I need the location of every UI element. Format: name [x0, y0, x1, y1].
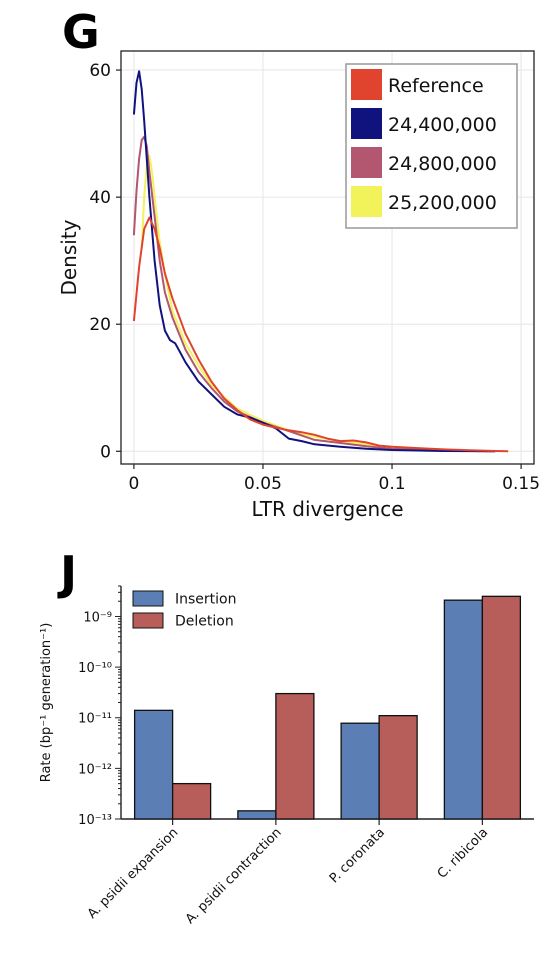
panel-label: J	[57, 546, 77, 600]
legend-entry: Deletion	[175, 614, 234, 630]
legend-entry: 24,400,000	[388, 114, 497, 136]
y-tick-label: 10⁻¹²	[78, 762, 112, 777]
bar	[443, 599, 484, 820]
x-tick-label: 0.15	[502, 474, 540, 494]
legend-swatch	[351, 186, 382, 217]
y-tick-label: 20	[89, 315, 111, 335]
bar	[237, 810, 277, 820]
bar	[378, 714, 418, 820]
bar	[275, 692, 315, 820]
y-tick-label: 10⁻¹¹	[78, 712, 112, 727]
x-tick-label: A. psidii contraction	[183, 825, 285, 927]
x-tick-label: 0.1	[379, 474, 406, 494]
legend-entry: 25,200,000	[388, 192, 497, 214]
y-tick-label: 10⁻¹³	[78, 813, 112, 828]
x-tick-label: 0	[128, 474, 139, 494]
bar-chart: J 10⁻¹³ 10⁻¹² 10⁻¹¹ 10⁻¹⁰ 10⁻⁹ Rate (bp⁻¹ gene…	[39, 546, 534, 927]
x-tick-label: C. ribicola	[435, 825, 491, 881]
legend-swatch	[351, 108, 382, 139]
y-tick-label: 40	[89, 188, 111, 208]
panel-label: G	[62, 5, 100, 59]
series-line	[132, 216, 509, 453]
density-chart: G 0 0.05 0.1 0.15 0 20 40 60 LTR divergence Densit…	[57, 5, 540, 521]
legend-entry: 24,800,000	[388, 153, 497, 175]
x-axis-label: LTR divergence	[251, 497, 403, 521]
x-tick-label: A. psidii expansion	[85, 825, 182, 922]
bar	[133, 709, 174, 820]
legend-entry: Insertion	[175, 592, 236, 608]
y-tick-label: 10⁻¹⁰	[78, 661, 112, 676]
bar	[481, 595, 522, 820]
y-axis-label: Density	[57, 219, 81, 295]
legend-entry: Reference	[388, 75, 484, 97]
y-tick-label: 0	[100, 442, 111, 462]
series-line	[132, 135, 496, 453]
legend: Reference 24,400,000 24,800,000 25,200,000	[345, 63, 518, 229]
y-tick-label: 60	[89, 61, 111, 81]
series-line	[140, 154, 496, 453]
series-line	[132, 70, 496, 453]
legend: Insertion Deletion	[132, 590, 236, 630]
bar	[340, 722, 380, 820]
x-tick-label: P. coronata	[327, 825, 388, 886]
bar	[171, 782, 212, 820]
y-axis-label: Rate (bp⁻¹ generation⁻¹)	[39, 623, 54, 783]
legend-swatch	[351, 69, 382, 100]
legend-swatch	[132, 612, 164, 629]
y-tick-label: 10⁻⁹	[83, 610, 112, 625]
legend-swatch	[351, 147, 382, 178]
x-tick-label: 0.05	[244, 474, 282, 494]
legend-swatch	[132, 590, 164, 607]
plot-frame	[120, 50, 535, 465]
